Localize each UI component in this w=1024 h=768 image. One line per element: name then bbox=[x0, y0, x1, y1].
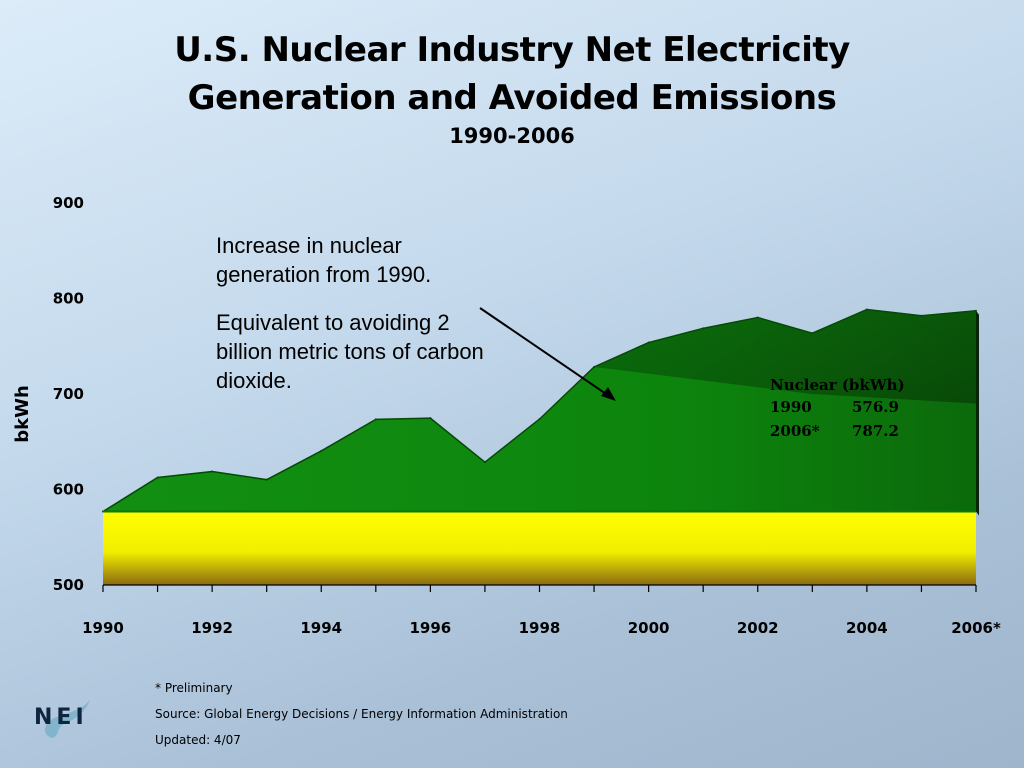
data-point-2006* bbox=[975, 309, 977, 312]
x-tick-label-1998: 1998 bbox=[519, 619, 561, 637]
area-depth-edge bbox=[976, 310, 979, 516]
baseline-area bbox=[103, 511, 976, 585]
data-point-2003 bbox=[811, 332, 814, 335]
annotation-arrow-head bbox=[601, 387, 616, 401]
chart-subtitle-years: 1990-2006 bbox=[449, 124, 575, 148]
footnote-preliminary: * Preliminary bbox=[155, 681, 233, 695]
x-tick-label-2000: 2000 bbox=[628, 619, 670, 637]
inset-value-1990: 576.9 bbox=[852, 398, 899, 416]
x-tick-label-2006*: 2006* bbox=[951, 619, 1001, 637]
inset-header: Nuclear (bkWh) bbox=[770, 376, 905, 394]
data-point-2000 bbox=[647, 341, 650, 344]
x-tick-label-1990: 1990 bbox=[82, 619, 124, 637]
data-point-2005 bbox=[920, 314, 923, 317]
data-point-1991 bbox=[156, 476, 159, 479]
nei-logo: NEI bbox=[34, 700, 90, 738]
data-point-1998 bbox=[538, 418, 541, 421]
data-point-1999 bbox=[593, 365, 596, 368]
data-point-2004 bbox=[865, 308, 868, 311]
inset-value-2006: 787.2 bbox=[852, 422, 899, 440]
x-tick-label-2002: 2002 bbox=[737, 619, 779, 637]
y-tick-label-800: 800 bbox=[53, 290, 84, 308]
chart-title-line1: U.S. Nuclear Industry Net Electricity bbox=[174, 30, 850, 70]
y-tick-label-500: 500 bbox=[53, 576, 84, 594]
y-tick-label-600: 600 bbox=[53, 481, 84, 499]
x-tick-label-2004: 2004 bbox=[846, 619, 888, 637]
data-point-1995 bbox=[374, 418, 377, 421]
data-point-2002 bbox=[756, 316, 759, 319]
x-tick-label-1992: 1992 bbox=[191, 619, 233, 637]
y-tick-label-900: 900 bbox=[53, 194, 84, 212]
logo-text: NEI bbox=[34, 705, 88, 730]
data-point-1997 bbox=[483, 461, 486, 464]
chart-title-line2: Generation and Avoided Emissions bbox=[187, 78, 837, 118]
annotation-co2: Equivalent to avoiding 2 billion metric … bbox=[216, 310, 484, 393]
data-point-1992 bbox=[211, 470, 214, 473]
footnote-updated: Updated: 4/07 bbox=[155, 733, 241, 747]
area-shading bbox=[594, 309, 976, 404]
annotation-arrow bbox=[479, 307, 613, 399]
y-axis-label: bkWh bbox=[12, 385, 33, 443]
data-point-1996 bbox=[429, 417, 432, 420]
inset-year-1990: 1990 bbox=[770, 398, 812, 416]
data-point-2001 bbox=[702, 327, 705, 330]
footnote-source: Source: Global Energy Decisions / Energy… bbox=[155, 707, 568, 721]
y-tick-label-700: 700 bbox=[53, 385, 84, 403]
inset-year-2006: 2006* bbox=[770, 422, 820, 440]
x-tick-label-1996: 1996 bbox=[410, 619, 452, 637]
data-point-1993 bbox=[265, 478, 268, 481]
x-tick-label-1994: 1994 bbox=[300, 619, 342, 637]
annotation-increase: Increase in nuclear generation from 1990… bbox=[216, 233, 432, 287]
data-point-1994 bbox=[320, 449, 323, 452]
